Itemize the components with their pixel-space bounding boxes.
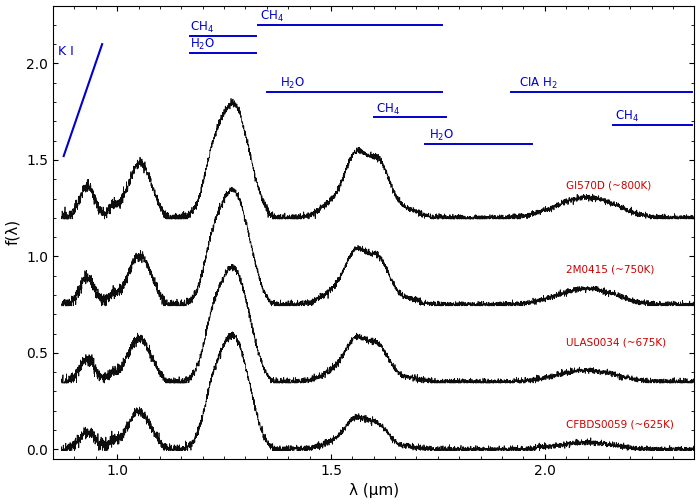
Text: CH$_4$: CH$_4$ bbox=[615, 109, 639, 124]
Text: H$_2$O: H$_2$O bbox=[279, 76, 304, 91]
Text: CFBDS0059 (~625K): CFBDS0059 (~625K) bbox=[566, 419, 674, 429]
Text: H$_2$O: H$_2$O bbox=[429, 128, 454, 143]
Text: CH$_4$: CH$_4$ bbox=[376, 101, 400, 116]
Text: ULAS0034 (~675K): ULAS0034 (~675K) bbox=[566, 337, 666, 347]
Text: H$_2$O: H$_2$O bbox=[190, 37, 215, 52]
Y-axis label: f(λ): f(λ) bbox=[6, 219, 20, 245]
Text: CIA H$_2$: CIA H$_2$ bbox=[519, 76, 558, 91]
Text: CH$_4$: CH$_4$ bbox=[190, 20, 214, 35]
Text: 2M0415 (~750K): 2M0415 (~750K) bbox=[566, 265, 655, 275]
Text: Gl570D (~800K): Gl570D (~800K) bbox=[566, 180, 652, 190]
X-axis label: λ (μm): λ (μm) bbox=[349, 483, 399, 498]
Text: CH$_4$: CH$_4$ bbox=[260, 9, 284, 24]
Text: K I: K I bbox=[58, 45, 74, 58]
